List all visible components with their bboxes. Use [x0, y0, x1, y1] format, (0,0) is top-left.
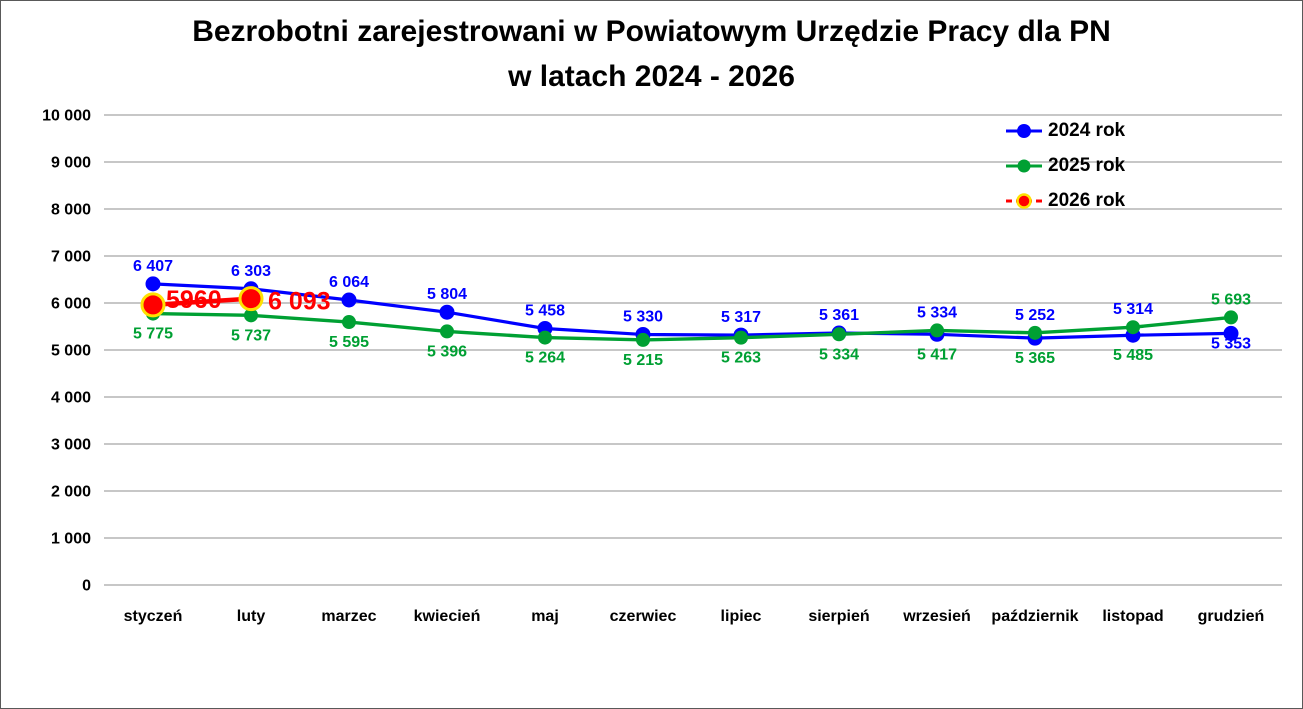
- y-tick-label: 1 000: [51, 531, 91, 548]
- legend-label-2024: 2024 rok: [1048, 119, 1126, 141]
- x-tick-label: sierpień: [808, 608, 869, 625]
- data-label-2025-rok: 5 215: [623, 352, 663, 369]
- x-tick-label: grudzień: [1198, 608, 1265, 625]
- data-point-2024-rok: [341, 292, 357, 308]
- x-tick-label: marzec: [321, 608, 376, 625]
- data-label-2024-rok: 5 334: [917, 304, 957, 321]
- data-label-2025-rok: 5 365: [1015, 350, 1055, 367]
- data-point-2024-rok: [1223, 325, 1239, 341]
- data-label-2024-rok: 6 407: [133, 258, 173, 275]
- y-tick-label: 3 000: [51, 437, 91, 454]
- data-point-2024-rok: [145, 276, 161, 292]
- data-point-2025-rok: [734, 330, 748, 345]
- y-tick-label: 7 000: [51, 249, 91, 266]
- series-line-2026-rok: [152, 296, 252, 308]
- x-tick-label: październik: [991, 608, 1078, 625]
- data-label-2025-rok: 5 693: [1211, 291, 1251, 308]
- y-tick-label: 2 000: [51, 484, 91, 501]
- data-label-2025-rok: 5 396: [427, 343, 467, 360]
- legend-item-2025: 2025 rok: [1005, 148, 1125, 183]
- data-point-2025-rok: [440, 324, 454, 339]
- x-tick-label: lipiec: [721, 608, 762, 625]
- data-label-2024-rok: 5 353: [1211, 335, 1251, 352]
- x-tick-label: czerwiec: [610, 608, 677, 625]
- data-point-2025-rok: [636, 332, 650, 347]
- data-point-2025-rok: [832, 327, 846, 342]
- x-tick-label: maj: [531, 608, 559, 625]
- x-tick-label: kwiecień: [414, 608, 481, 625]
- legend: 2024 rok 2025 rok 2026 rok: [1005, 113, 1125, 218]
- data-label-2025-rok: 5 485: [1113, 347, 1153, 364]
- x-tick-label: listopad: [1102, 608, 1163, 625]
- data-point-2026-rok: [238, 286, 264, 312]
- y-tick-label: 4 000: [51, 390, 91, 407]
- x-tick-label: luty: [237, 608, 266, 625]
- data-label-2024-rok: 5 361: [819, 307, 859, 324]
- y-tick-label: 10 000: [42, 108, 91, 125]
- data-point-2025-rok: [342, 315, 356, 330]
- data-label-2026-rok: 6 093: [268, 288, 331, 316]
- legend-marker-2025-icon: [1006, 159, 1042, 172]
- data-label-2024-rok: 6 303: [231, 263, 271, 280]
- chart-title: Bezrobotni zarejestrowani w Powiatowym U…: [1, 9, 1302, 99]
- data-label-2025-rok: 5 334: [819, 346, 859, 363]
- data-label-2024-rok: 5 252: [1015, 307, 1055, 324]
- data-label-2024-rok: 5 314: [1113, 301, 1153, 318]
- data-label-2026-rok: 5960: [166, 286, 222, 314]
- chart-title-line2: w latach 2024 - 2026: [508, 60, 795, 93]
- data-label-2024-rok: 5 458: [525, 302, 565, 319]
- data-point-2026-rok: [140, 292, 166, 318]
- data-point-2025-rok: [930, 323, 944, 338]
- series-line-2025-rok: [152, 311, 1232, 342]
- legend-label-2025: 2025 rok: [1048, 154, 1126, 176]
- y-tick-label: 5 000: [51, 343, 91, 360]
- data-label-2024-rok: 6 064: [329, 274, 369, 291]
- data-label-2025-rok: 5 263: [721, 350, 761, 367]
- data-point-2025-rok: [1224, 310, 1238, 325]
- data-label-2024-rok: 5 330: [623, 308, 663, 325]
- data-label-2025-rok: 5 595: [329, 334, 369, 351]
- x-tick-label: wrzesień: [902, 608, 971, 625]
- data-point-2025-rok: [1126, 320, 1140, 335]
- legend-marker-2026-icon: [1006, 192, 1042, 209]
- data-label-2024-rok: 5 317: [721, 309, 761, 326]
- legend-label-2026: 2026 rok: [1048, 189, 1126, 211]
- y-tick-label: 0: [82, 578, 91, 595]
- y-tick-label: 8 000: [51, 202, 91, 219]
- y-tick-label: 9 000: [51, 155, 91, 172]
- data-label-2025-rok: 5 737: [231, 327, 271, 344]
- y-tick-label: 6 000: [51, 296, 91, 313]
- legend-marker-2024-icon: [1006, 123, 1042, 138]
- series-line-2024-rok: [152, 282, 1232, 340]
- data-point-2025-rok: [538, 330, 552, 345]
- legend-item-2024: 2024 rok: [1005, 113, 1125, 148]
- chart-title-line1: Bezrobotni zarejestrowani w Powiatowym U…: [192, 15, 1111, 48]
- data-point-2025-rok: [244, 308, 258, 323]
- data-label-2025-rok: 5 775: [133, 326, 173, 343]
- data-label-2025-rok: 5 264: [525, 350, 565, 367]
- legend-item-2026: 2026 rok: [1005, 183, 1125, 218]
- data-label-2025-rok: 5 417: [917, 346, 957, 363]
- x-tick-label: styczeń: [124, 608, 183, 625]
- data-point-2024-rok: [439, 304, 455, 320]
- data-point-2025-rok: [1028, 325, 1042, 340]
- data-label-2024-rok: 5 804: [427, 286, 467, 303]
